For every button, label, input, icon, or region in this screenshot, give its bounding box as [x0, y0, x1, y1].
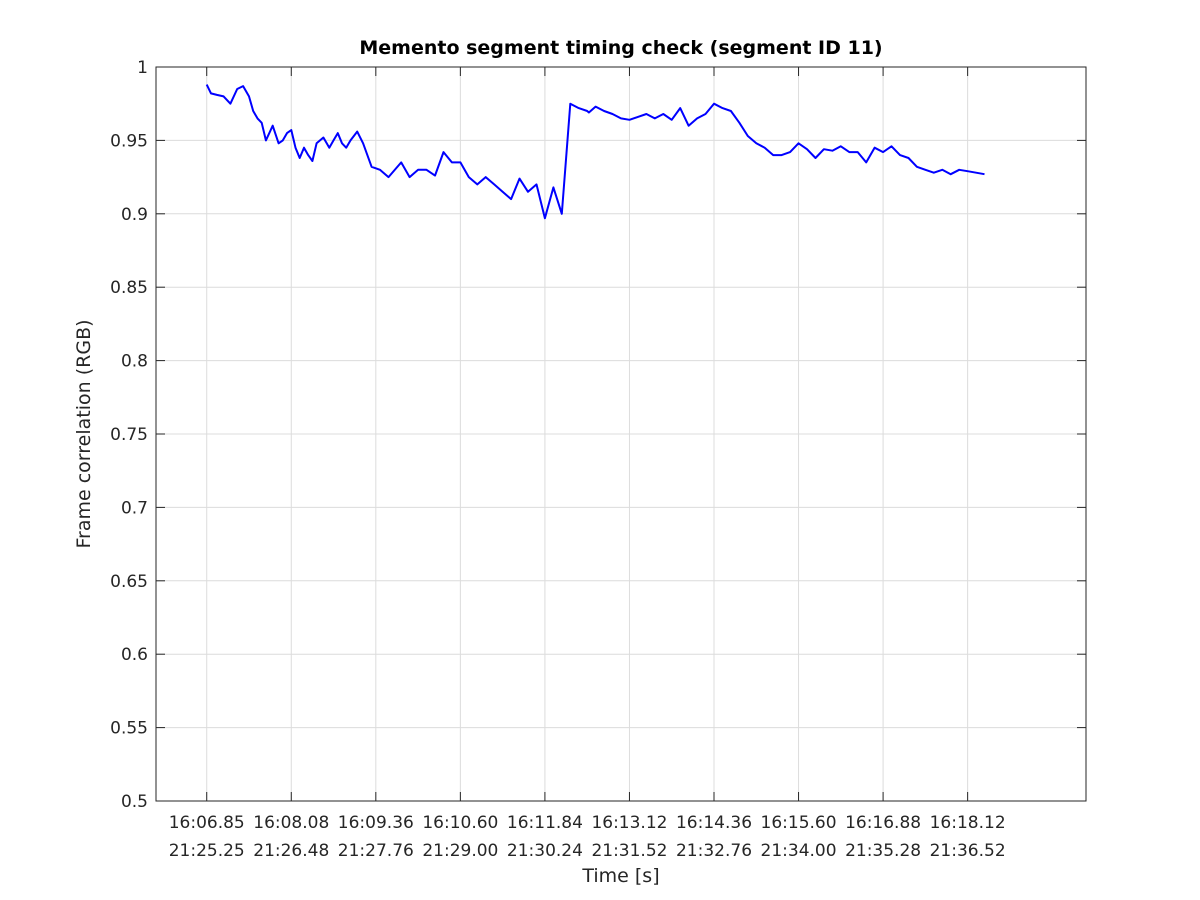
x-tick-label-time-b: 21:34.00: [761, 841, 837, 861]
x-tick-label-time-a: 16:08.08: [253, 813, 329, 833]
x-tick-label-time-b: 21:26.48: [253, 841, 329, 861]
x-tick-label-time-b: 21:31.52: [591, 841, 667, 861]
x-tick-label-time-a: 16:14.36: [676, 813, 752, 833]
x-axis-title: Time [s]: [581, 865, 659, 887]
y-tick-label: 0.55: [110, 719, 148, 739]
x-tick-label-time-a: 16:11.84: [507, 813, 583, 833]
y-axis-title: Frame correlation (RGB): [73, 319, 95, 548]
x-tick-label-time-b: 21:25.25: [169, 841, 245, 861]
series-layer: [205, 84, 985, 220]
x-tick-label-time-a: 16:10.60: [422, 813, 498, 833]
y-tick-label: 0.9: [121, 205, 148, 225]
x-tick-label-time-b: 21:29.00: [422, 841, 498, 861]
y-tick-label: 0.6: [121, 645, 148, 665]
y-tick-label: 1: [137, 58, 148, 78]
x-tick-label-time-a: 16:15.60: [761, 813, 837, 833]
plot-frame: [155, 66, 1087, 802]
x-tick-label-time-b: 21:36.52: [930, 841, 1006, 861]
x-tick-label-time-a: 16:13.12: [591, 813, 667, 833]
x-tick-label-time-b: 21:30.24: [507, 841, 583, 861]
x-tick-labels: 16:06.85 21:25.25 16:08.08 21:26.48 16:09.36…: [169, 813, 1006, 861]
x-tick-label-time-b: 21:27.76: [338, 841, 414, 861]
y-tick-label: 0.7: [121, 498, 148, 518]
x-tick-label-time-a: 16:18.12: [930, 813, 1006, 833]
grid-layer: [156, 66, 1086, 802]
y-tick-labels: 0.5 0.55 0.6 0.65 0.7 0.75 0.8 0.85 0.9 0.95 1: [110, 58, 148, 812]
x-tick-label-time-a: 16:16.88: [845, 813, 921, 833]
x-tick-label-time-a: 16:09.36: [338, 813, 414, 833]
x-tick-label-time-a: 16:06.85: [169, 813, 245, 833]
y-tick-label: 0.5: [121, 792, 148, 812]
x-tick-label-time-b: 21:35.28: [845, 841, 921, 861]
x-tick-label-time-b: 21:32.76: [676, 841, 752, 861]
y-tick-label: 0.65: [110, 572, 148, 592]
y-tick-label: 0.95: [110, 131, 148, 151]
y-tick-label: 0.8: [121, 352, 148, 372]
series-line-frame-correlation: [205, 84, 985, 220]
chart-title: Memento segment timing check (segment ID…: [359, 37, 882, 59]
y-tick-label: 0.75: [110, 425, 148, 445]
y-tick-label: 0.85: [110, 278, 148, 298]
